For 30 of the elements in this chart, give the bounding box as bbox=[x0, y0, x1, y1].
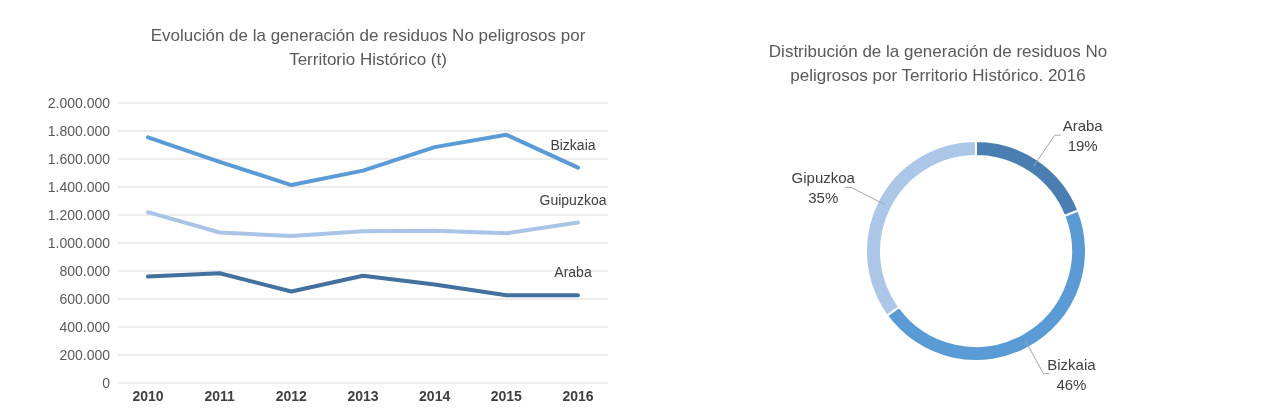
series-label: Araba bbox=[554, 264, 592, 281]
x-tick-label: 2011 bbox=[204, 387, 236, 404]
slice-label: Bizkaia bbox=[1047, 355, 1097, 373]
data-label: 46% bbox=[1056, 375, 1087, 393]
x-tick-label: 2016 bbox=[562, 387, 594, 404]
y-tick-label: 800.000 bbox=[59, 262, 111, 279]
chart-title: Distribución de la generación de residuos No peligrosos por Territorio Histórico. 2016 bbox=[767, 41, 1109, 87]
x-tick-label: 2015 bbox=[490, 387, 523, 404]
y-tick-label: 2.000.000 bbox=[47, 94, 111, 111]
series-label: Guipuzkoa bbox=[539, 191, 607, 208]
y-tick-label: 1.600.000 bbox=[47, 150, 111, 167]
y-tick-label: 1.800.000 bbox=[47, 122, 111, 139]
y-tick-label: 1.200.000 bbox=[47, 206, 111, 223]
y-tick-label: 400.000 bbox=[59, 318, 111, 335]
y-tick-label: 0 bbox=[102, 374, 111, 391]
line-series bbox=[146, 210, 580, 238]
series-label: Bizkaia bbox=[550, 136, 596, 153]
x-tick-label: 2014 bbox=[419, 387, 451, 404]
y-tick-label: 1.000.000 bbox=[47, 234, 111, 251]
data-label: 19% bbox=[1067, 137, 1098, 155]
data-label: 35% bbox=[808, 189, 839, 207]
x-tick-label: 2013 bbox=[347, 387, 379, 404]
x-tick-label: 2010 bbox=[132, 387, 164, 404]
x-tick-label: 2012 bbox=[275, 387, 308, 404]
y-tick-label: 1.400.000 bbox=[47, 178, 111, 195]
y-tick-label: 200.000 bbox=[59, 346, 111, 363]
slice-label: Araba bbox=[1062, 117, 1104, 135]
chart-title: Evolución de la generación de residuos No peligrosos por Territorio Histórico (t) bbox=[149, 25, 587, 71]
y-tick-label: 600.000 bbox=[59, 290, 111, 307]
slice-label: Gipuzkoa bbox=[791, 169, 856, 187]
